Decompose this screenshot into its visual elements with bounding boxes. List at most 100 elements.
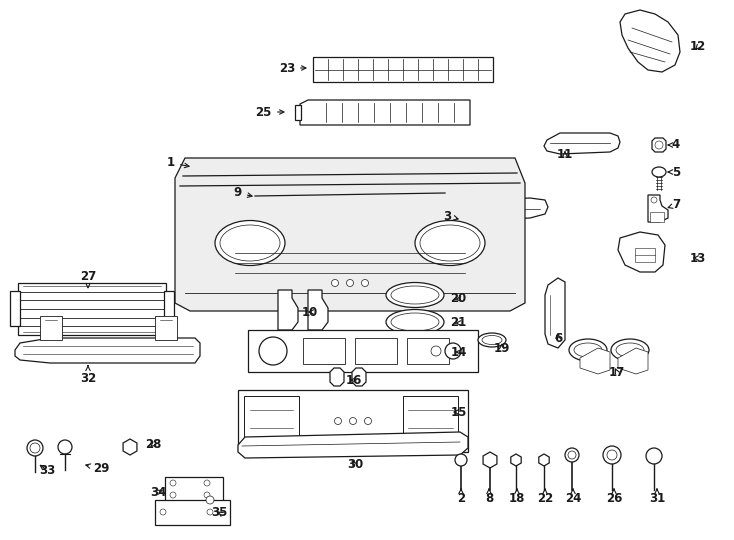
Circle shape — [27, 440, 43, 456]
Polygon shape — [618, 348, 648, 374]
Text: 14: 14 — [451, 346, 467, 359]
Circle shape — [568, 451, 576, 459]
Circle shape — [207, 509, 213, 515]
Circle shape — [259, 337, 287, 365]
Polygon shape — [250, 178, 418, 198]
Text: 2: 2 — [457, 489, 465, 505]
Polygon shape — [330, 368, 344, 386]
Text: 29: 29 — [86, 462, 110, 476]
Text: 3: 3 — [443, 210, 458, 222]
Bar — [155, 500, 230, 525]
Ellipse shape — [652, 167, 666, 177]
Text: 4: 4 — [668, 138, 680, 152]
Circle shape — [204, 480, 210, 486]
Text: 13: 13 — [690, 252, 706, 265]
Text: 34: 34 — [150, 485, 167, 498]
Polygon shape — [308, 290, 328, 330]
Text: 9: 9 — [233, 186, 252, 199]
Ellipse shape — [386, 282, 444, 307]
Text: 21: 21 — [450, 316, 466, 329]
Ellipse shape — [478, 333, 506, 347]
Polygon shape — [238, 432, 468, 458]
Polygon shape — [458, 198, 548, 220]
Circle shape — [565, 448, 579, 462]
Polygon shape — [618, 232, 665, 272]
Polygon shape — [652, 138, 666, 152]
Ellipse shape — [215, 220, 285, 266]
Circle shape — [365, 417, 371, 424]
Text: 22: 22 — [537, 489, 553, 505]
Circle shape — [206, 496, 214, 504]
Polygon shape — [483, 452, 497, 468]
Bar — [313, 57, 493, 82]
Polygon shape — [123, 439, 137, 455]
Circle shape — [346, 280, 354, 287]
Polygon shape — [545, 278, 565, 348]
Polygon shape — [539, 454, 549, 466]
Bar — [164, 291, 174, 326]
Text: 8: 8 — [485, 489, 493, 505]
Text: 33: 33 — [39, 463, 55, 476]
Text: 20: 20 — [450, 293, 466, 306]
Polygon shape — [620, 10, 680, 72]
Circle shape — [58, 440, 72, 454]
Text: 10: 10 — [302, 306, 318, 319]
Ellipse shape — [420, 225, 480, 261]
Circle shape — [204, 492, 210, 498]
Ellipse shape — [611, 339, 649, 361]
Text: 27: 27 — [80, 271, 96, 288]
Text: 11: 11 — [557, 148, 573, 161]
Bar — [165, 477, 223, 505]
Bar — [303, 338, 345, 364]
Text: 30: 30 — [346, 458, 363, 471]
Bar — [248, 330, 478, 372]
Ellipse shape — [220, 225, 280, 261]
Text: 32: 32 — [80, 366, 96, 384]
Ellipse shape — [415, 220, 485, 266]
Circle shape — [651, 197, 657, 203]
Circle shape — [30, 443, 40, 453]
Circle shape — [362, 280, 368, 287]
Ellipse shape — [616, 343, 644, 357]
Ellipse shape — [569, 339, 607, 361]
Bar — [10, 291, 20, 326]
Bar — [244, 396, 299, 446]
Text: 1: 1 — [167, 157, 189, 170]
Text: 31: 31 — [649, 489, 665, 505]
Bar — [650, 212, 664, 222]
Polygon shape — [648, 195, 668, 222]
Text: 24: 24 — [564, 489, 581, 505]
Circle shape — [170, 480, 176, 486]
Bar — [403, 396, 458, 446]
Bar — [18, 283, 166, 335]
Circle shape — [170, 492, 176, 498]
Text: 25: 25 — [255, 105, 284, 118]
Ellipse shape — [386, 309, 444, 334]
Circle shape — [445, 343, 461, 359]
Circle shape — [603, 446, 621, 464]
Text: 12: 12 — [690, 40, 706, 53]
Ellipse shape — [574, 343, 602, 357]
Text: 19: 19 — [494, 341, 510, 354]
Text: 26: 26 — [606, 489, 622, 505]
Bar — [635, 248, 655, 262]
Bar — [155, 316, 177, 340]
Polygon shape — [15, 338, 200, 363]
Circle shape — [607, 450, 617, 460]
Polygon shape — [278, 290, 298, 330]
Text: 23: 23 — [279, 62, 306, 75]
Bar — [355, 338, 397, 364]
Polygon shape — [511, 454, 521, 466]
Ellipse shape — [482, 335, 502, 345]
Text: 15: 15 — [451, 406, 467, 419]
Text: 28: 28 — [145, 437, 162, 450]
Bar — [407, 338, 449, 364]
Bar — [238, 390, 468, 452]
Text: 16: 16 — [346, 374, 362, 387]
Ellipse shape — [391, 286, 439, 304]
Circle shape — [455, 454, 467, 466]
Text: 5: 5 — [668, 165, 680, 179]
Ellipse shape — [391, 313, 439, 331]
Text: 35: 35 — [211, 507, 228, 519]
Bar — [295, 105, 301, 120]
